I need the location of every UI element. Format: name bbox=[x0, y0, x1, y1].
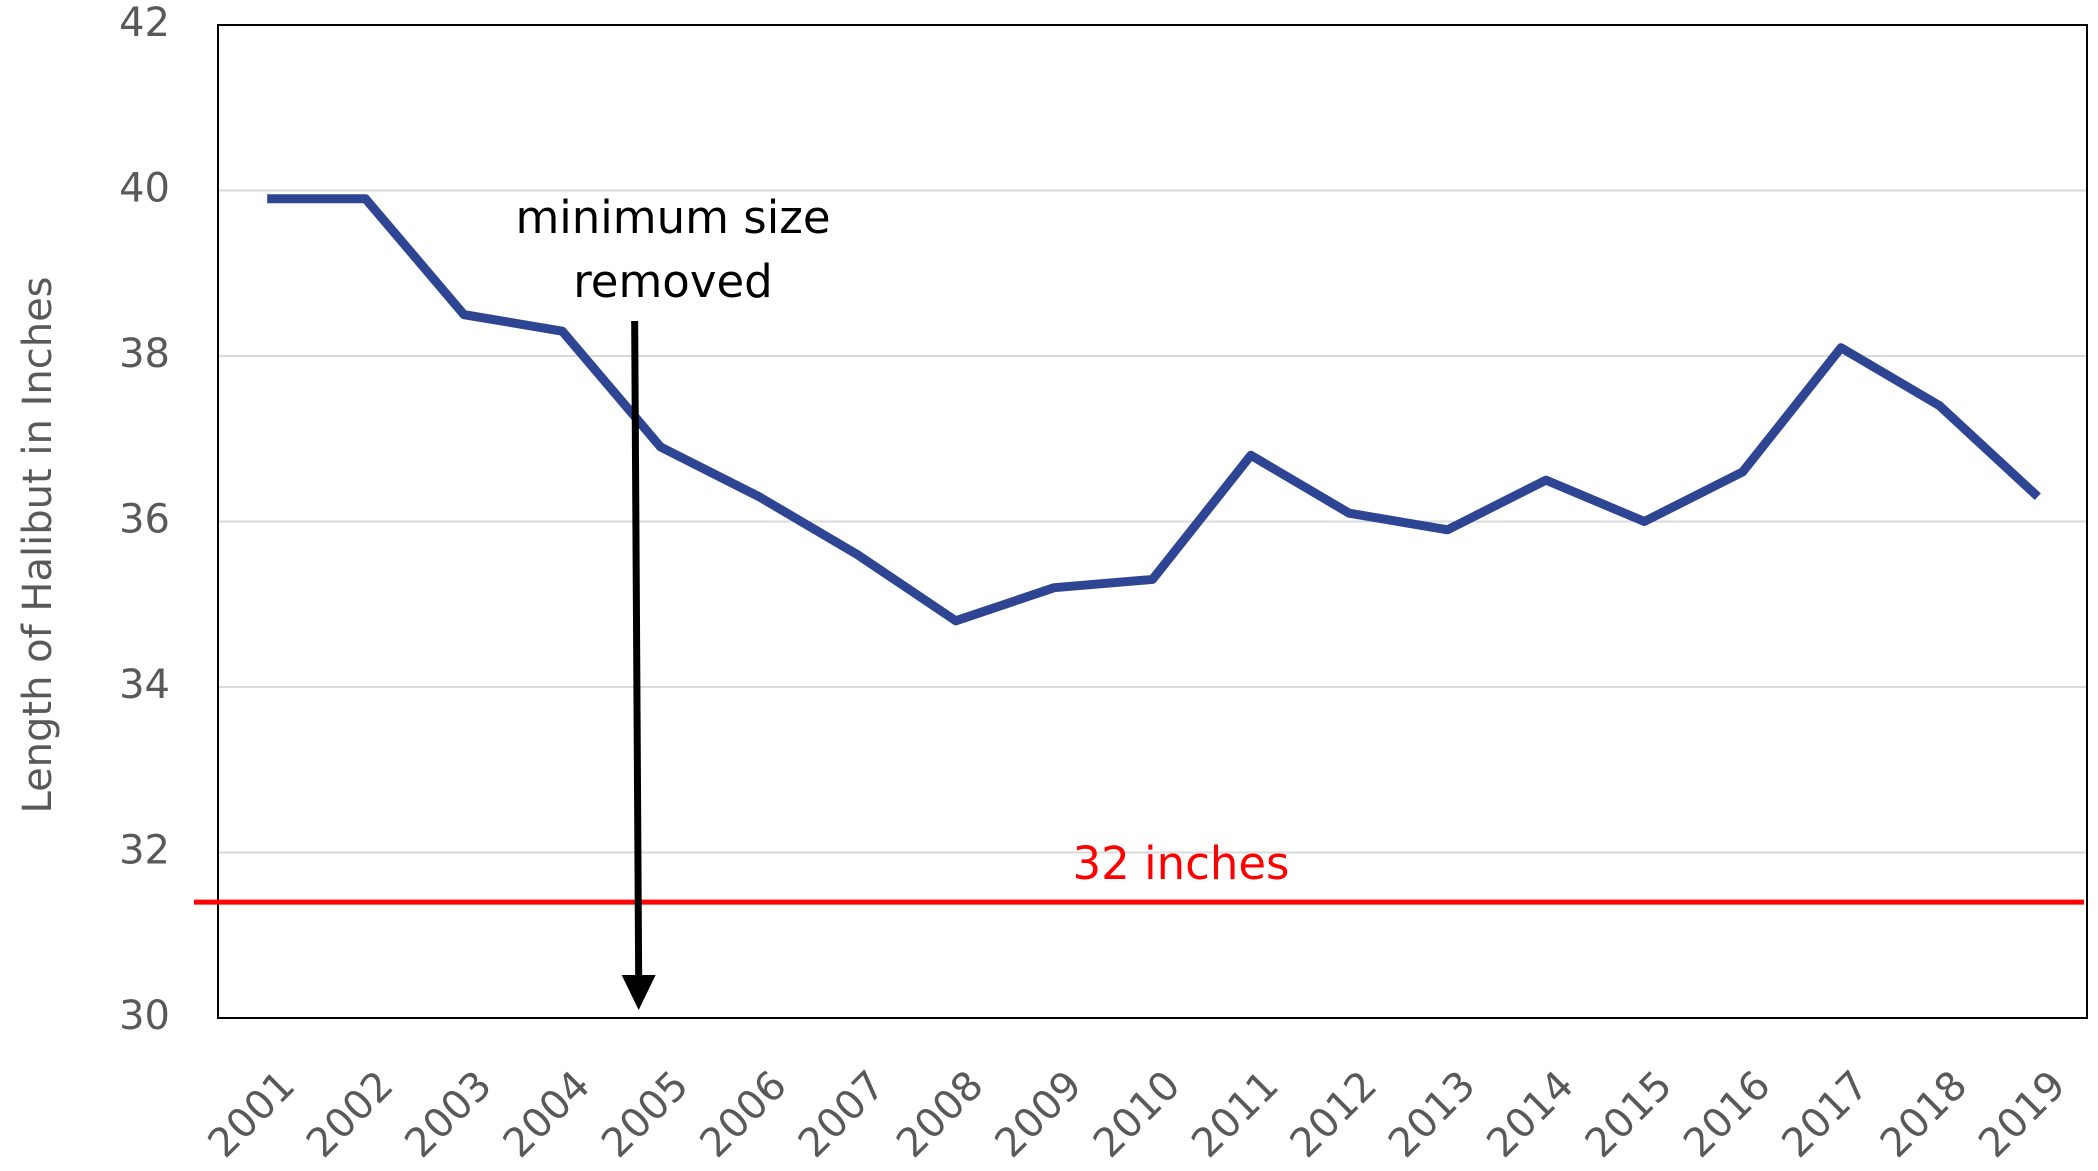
x-tick-label: 2011 bbox=[1183, 1062, 1288, 1167]
y-tick-label: 32 bbox=[119, 828, 170, 874]
y-tick-label: 40 bbox=[119, 166, 170, 212]
y-tick-label: 42 bbox=[119, 0, 170, 46]
x-tick-label: 2008 bbox=[888, 1062, 993, 1167]
y-tick-label: 36 bbox=[119, 497, 170, 543]
x-tick-label: 2010 bbox=[1085, 1062, 1190, 1167]
x-tick-label: 2017 bbox=[1773, 1062, 1878, 1167]
x-tick-label: 2003 bbox=[396, 1062, 501, 1167]
data-line bbox=[267, 194, 2041, 626]
x-tick-label: 2006 bbox=[691, 1062, 796, 1167]
y-tick-label: 30 bbox=[119, 993, 170, 1039]
x-tick-label: 2005 bbox=[593, 1062, 698, 1167]
annotation-text: minimum size bbox=[515, 191, 830, 244]
x-tick-label: 2015 bbox=[1577, 1062, 1682, 1167]
x-tick-label: 2016 bbox=[1675, 1062, 1780, 1167]
x-tick-label: 2002 bbox=[298, 1062, 403, 1167]
x-tick-label: 2018 bbox=[1872, 1062, 1977, 1167]
y-axis-title: Length of Halibut in Inches bbox=[15, 276, 61, 813]
annotation-text: removed bbox=[573, 255, 772, 308]
x-tick-label: 2004 bbox=[495, 1062, 600, 1167]
x-tick-label: 2014 bbox=[1478, 1062, 1583, 1167]
annotation-arrowhead bbox=[621, 975, 656, 1010]
x-tick-label: 2009 bbox=[986, 1062, 1091, 1167]
x-tick-label: 2012 bbox=[1282, 1062, 1387, 1167]
annotation-text: 32 inches bbox=[1073, 837, 1290, 890]
plot-frame bbox=[217, 24, 2088, 1019]
y-tick-label: 34 bbox=[119, 662, 170, 708]
y-tick-label: 38 bbox=[119, 331, 170, 377]
annotation-arrow bbox=[631, 320, 643, 976]
x-tick-label: 2001 bbox=[200, 1062, 305, 1167]
x-tick-label: 2007 bbox=[790, 1062, 895, 1167]
x-tick-label: 2013 bbox=[1380, 1062, 1485, 1167]
x-tick-label: 2019 bbox=[1970, 1062, 2075, 1167]
